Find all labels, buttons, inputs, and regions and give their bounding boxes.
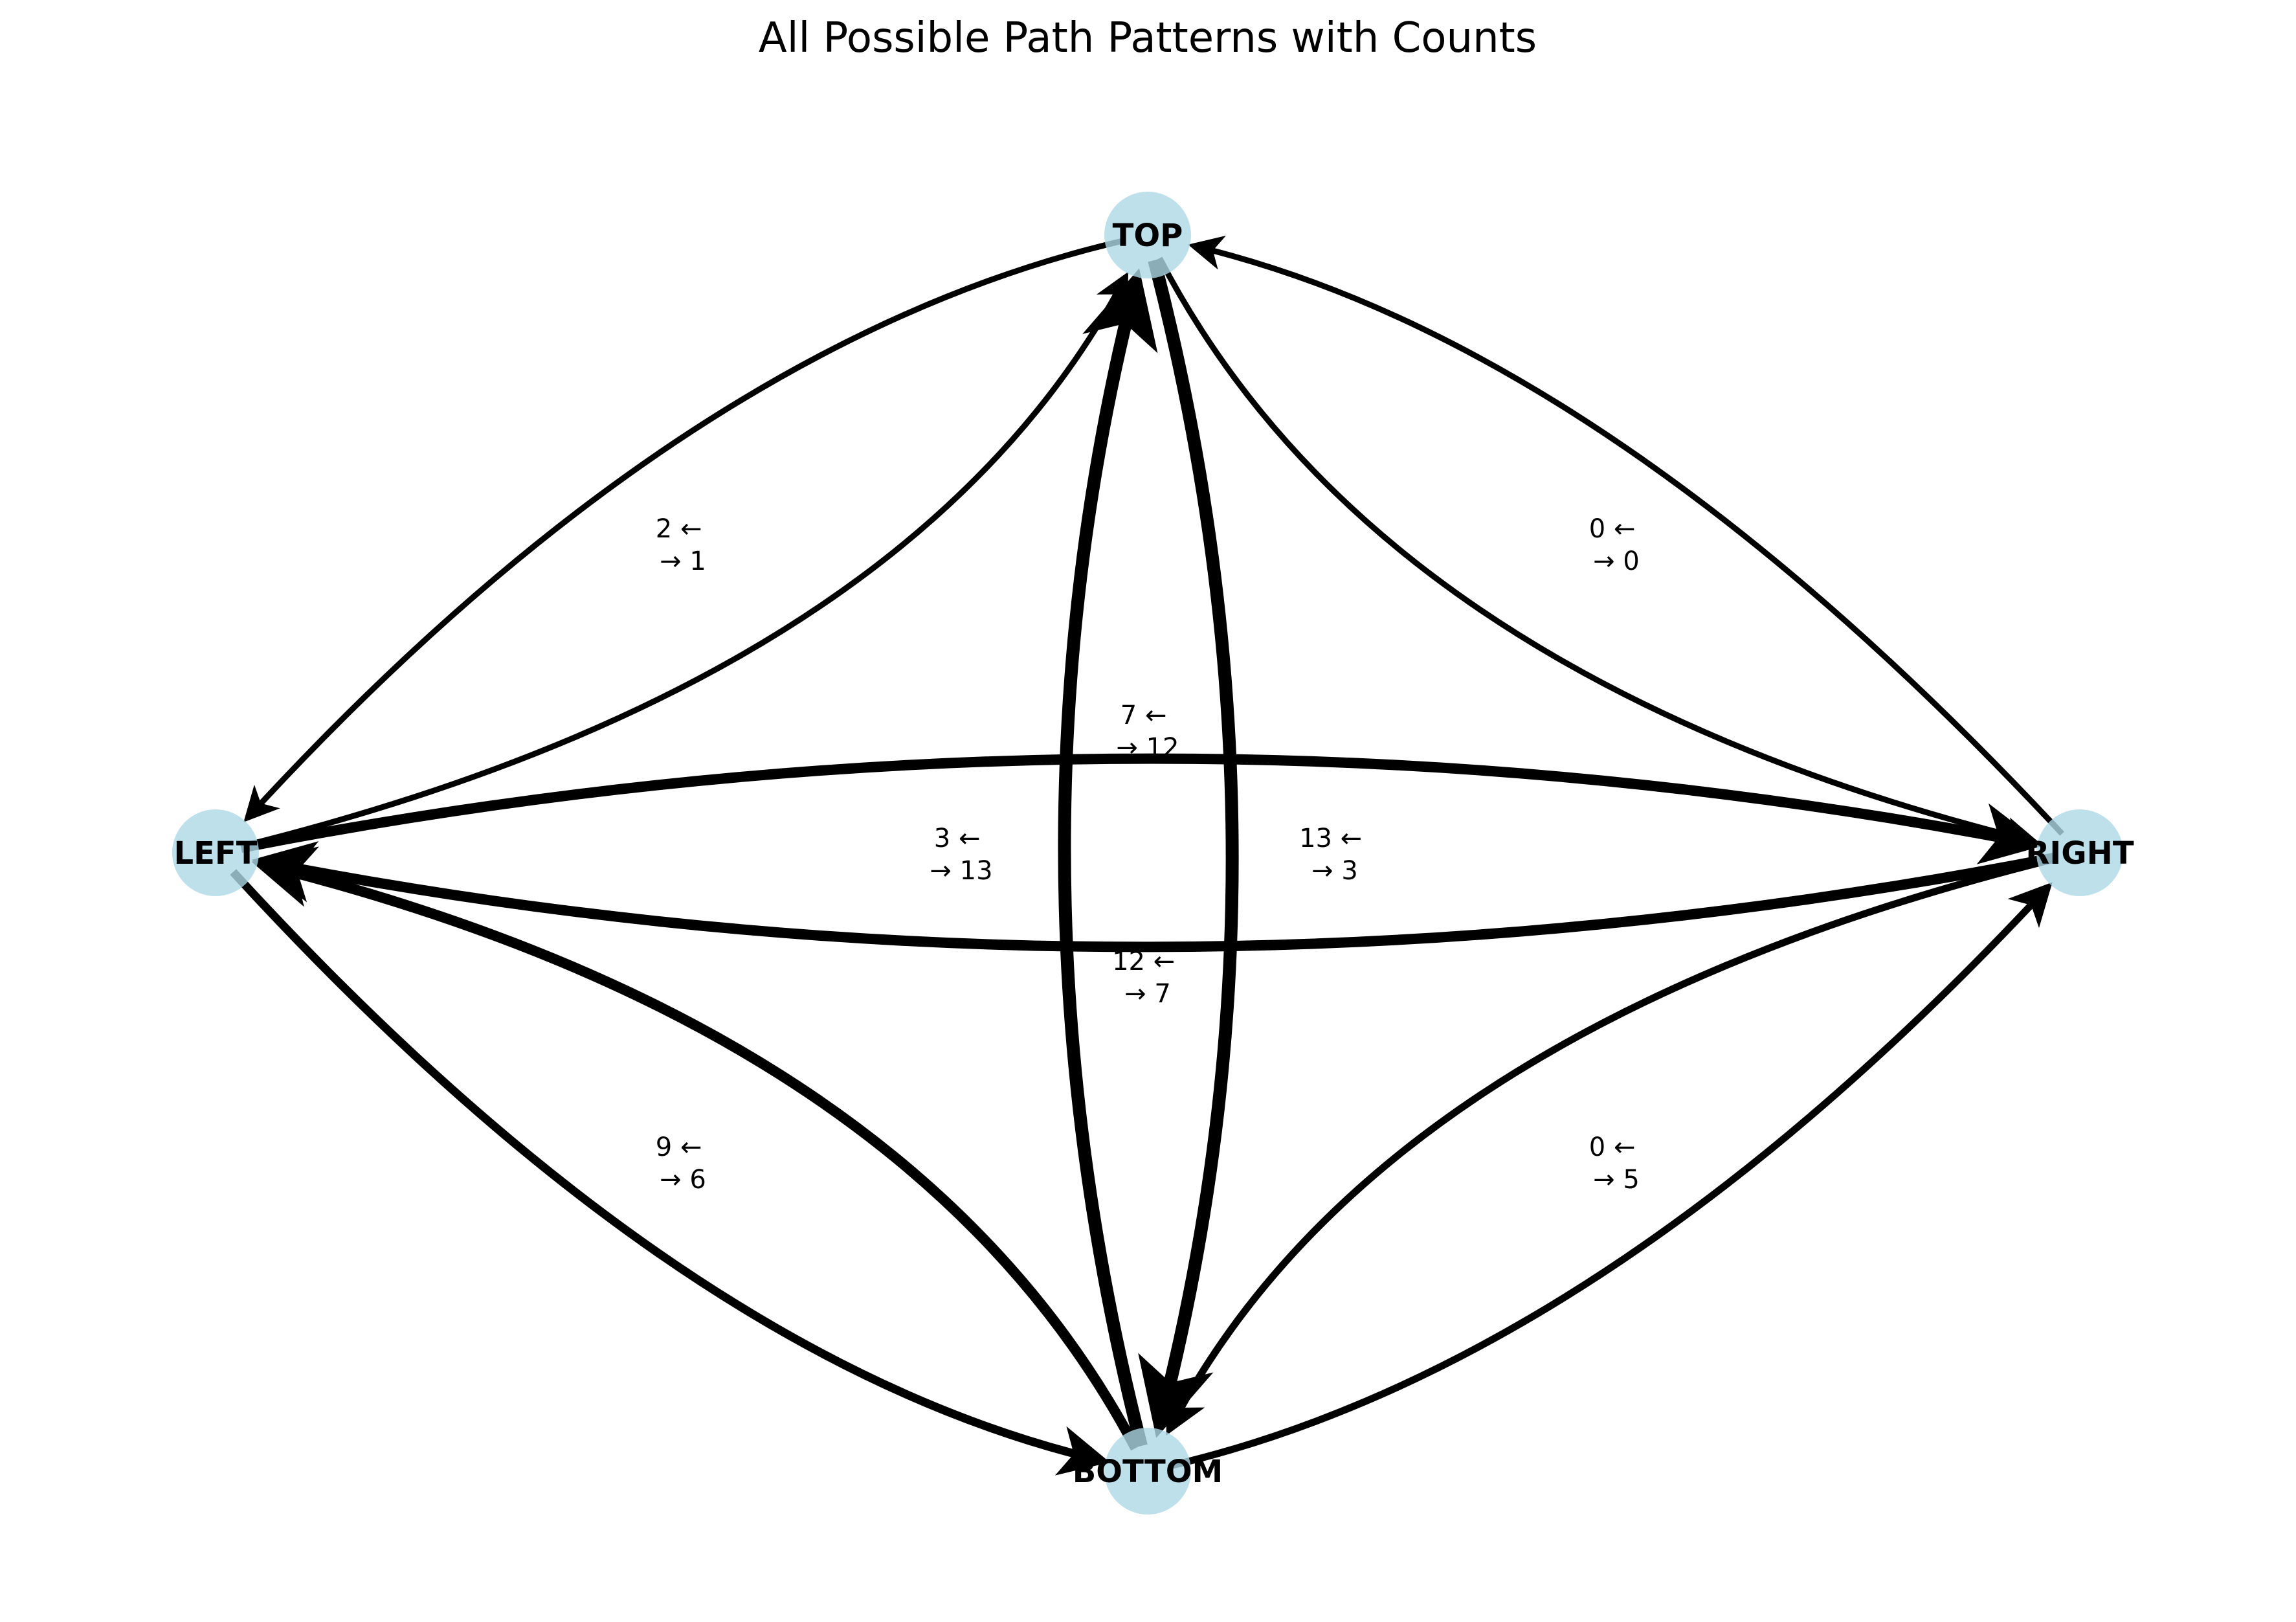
edge-label-top-bottom-left-line2: → 13 — [930, 856, 992, 886]
node-right-label: RIGHT — [2025, 835, 2134, 872]
edge-label-top-bottom-left-line1: 3 ← — [934, 824, 981, 853]
edge-label-left-right-lower: 12 ← → 7 — [1112, 947, 1183, 1009]
edge-right-to-top — [1188, 235, 2064, 836]
node-top-circle — [1104, 192, 1191, 278]
edge-left-to-bottom — [230, 869, 1110, 1476]
edge-top-to-right — [1157, 256, 2040, 851]
edge-labels-layer: 2 ← → 1 0 ← → 0 7 ← → 12 3 ← → 13 13 ← →… — [656, 514, 1644, 1195]
edge-label-top-bottom-right-line2: → 3 — [1311, 856, 1358, 886]
edge-label-left-right-upper-line1: 7 ← — [1120, 701, 1167, 730]
edge-label-left-bottom-line1: 9 ← — [656, 1132, 702, 1162]
node-right: RIGHT — [2025, 809, 2134, 896]
edge-top-to-left — [243, 238, 1123, 822]
node-bottom: BOTTOM — [1073, 1428, 1223, 1515]
nodes-layer: TOP LEFT RIGHT BOTTOM — [172, 192, 2134, 1515]
edge-label-top-right-line1: 0 ← — [1589, 514, 1636, 544]
edge-label-right-bottom-line2: → 5 — [1593, 1165, 1640, 1195]
node-left: LEFT — [172, 809, 259, 896]
edge-label-top-left-line2: → 1 — [660, 546, 706, 576]
edge-label-top-left-line1: 2 ← — [656, 514, 702, 544]
edge-label-left-right-lower-line1: 12 ← — [1112, 947, 1175, 976]
edge-bottom-to-left — [251, 846, 1141, 1451]
edge-right-to-bottom — [1166, 855, 2056, 1436]
edge-top-to-bottom — [1138, 258, 1239, 1438]
edge-label-left-bottom-line2: → 6 — [660, 1165, 706, 1195]
edge-label-left-right-upper: 7 ← → 12 — [1116, 701, 1179, 763]
node-left-circle — [172, 809, 259, 896]
node-bottom-circle — [1104, 1428, 1191, 1515]
edge-label-right-bottom-line1: 0 ← — [1589, 1132, 1636, 1162]
edge-bottom-to-right — [1172, 882, 2053, 1469]
edge-label-top-bottom-left: 3 ← → 13 — [930, 824, 992, 886]
edge-label-left-right-lower-line2: → 7 — [1124, 979, 1171, 1009]
node-top-label: TOP — [1113, 218, 1183, 254]
edge-left-to-right — [240, 753, 2044, 864]
edge-label-top-right: 0 ← → 0 — [1589, 514, 1644, 576]
node-left-label: LEFT — [174, 835, 258, 872]
edge-label-right-bottom: 0 ← → 5 — [1589, 1132, 1644, 1195]
edge-right-to-left — [251, 841, 2056, 952]
edge-label-top-bottom-right: 13 ← → 3 — [1299, 824, 1370, 886]
edge-label-left-bottom: 9 ← → 6 — [656, 1132, 710, 1195]
edge-label-left-right-upper-line2: → 12 — [1116, 733, 1179, 763]
edge-label-top-right-line2: → 0 — [1593, 546, 1640, 576]
edges-layer — [230, 235, 2064, 1476]
node-top: TOP — [1104, 192, 1191, 278]
edge-left-to-top — [240, 271, 1129, 850]
edge-label-top-bottom-right-line1: 13 ← — [1299, 824, 1362, 853]
edge-bottom-to-top — [1058, 268, 1158, 1448]
node-bottom-label: BOTTOM — [1073, 1454, 1223, 1490]
edge-label-top-left: 2 ← → 1 — [656, 514, 710, 576]
node-right-circle — [2036, 809, 2123, 896]
diagram-title: All Possible Path Patterns with Counts — [759, 14, 1537, 62]
